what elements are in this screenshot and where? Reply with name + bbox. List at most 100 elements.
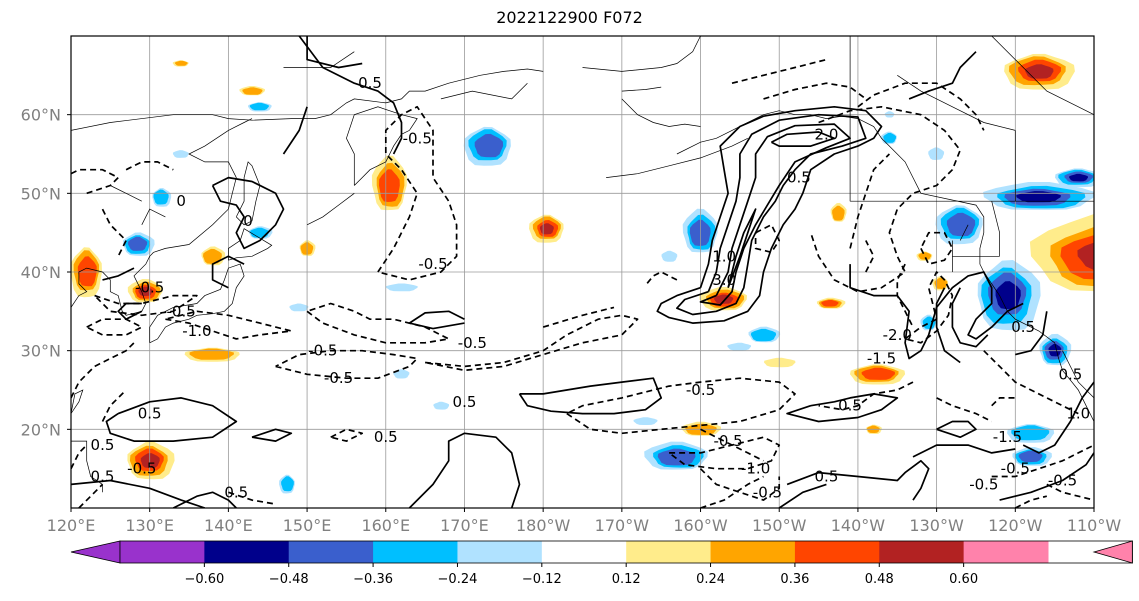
anomaly-cold-34-1	[883, 132, 896, 143]
contour-negative-15	[101, 389, 127, 422]
contour-positive-10	[251, 428, 293, 442]
contour-positive-11	[71, 479, 206, 508]
colorbar-segment-4	[457, 541, 543, 563]
latitude-axis: 20°N 30°N 40°N 50°N 60°N	[21, 106, 71, 439]
contour-label-32: 0.5	[1011, 318, 1035, 336]
contour-negative-12	[125, 161, 174, 171]
coastline-1	[346, 106, 418, 186]
y-tick-label-2: 40°N	[21, 263, 61, 282]
contour-label-26: -1.5	[993, 428, 1022, 446]
anomaly-cold-36-3	[1069, 173, 1088, 182]
colorbar-segment-8	[794, 541, 880, 563]
coastline-8	[71, 440, 103, 493]
anomaly-warm-7-1	[203, 248, 222, 264]
anomaly-warm-14-3	[1025, 64, 1054, 79]
anomaly-warm-11-2	[861, 367, 895, 380]
x-tick-label-1: 130°E	[125, 516, 174, 535]
coastline-19	[897, 75, 1016, 131]
colorbar-label-4: −0.12	[522, 572, 562, 587]
contour-negative-31	[818, 381, 914, 411]
coastline-27	[110, 185, 142, 202]
contour-positive-6	[951, 287, 989, 348]
coastline-12	[1062, 350, 1094, 399]
coastline-24	[959, 224, 969, 241]
colorbar-segment-0	[120, 541, 205, 563]
contour-negative-17	[78, 483, 104, 508]
coastline-26	[141, 208, 166, 225]
contour-negative-28	[936, 397, 993, 423]
contour-label-30: 1.0	[1066, 405, 1090, 423]
anomaly-warm-13-1	[832, 205, 845, 221]
contour-label-8: -0.5	[324, 369, 353, 387]
colorbar-min-arrow	[70, 540, 121, 564]
colorbar-label-8: 0.48	[865, 572, 894, 587]
coastline-13	[582, 36, 701, 72]
y-tick-label-4: 60°N	[21, 106, 61, 125]
x-tick-label-13: 110°W	[1067, 516, 1122, 535]
x-tick-label-5: 170°E	[440, 516, 489, 535]
contour-label-14: 0.5	[838, 397, 862, 415]
contour-negative-34	[865, 240, 875, 273]
contour-negative-27	[991, 397, 1016, 407]
contour-label-12: 0.5	[138, 405, 162, 423]
contour-positive-12	[172, 491, 237, 508]
colorbar-segment-3	[373, 541, 458, 563]
anomaly-cold-49-0	[289, 303, 309, 312]
anomaly-warm-1-3	[140, 453, 160, 469]
contour-label-25: -1.5	[867, 350, 896, 368]
colorbar-segment-6	[626, 541, 712, 563]
contour-positive-14	[518, 377, 663, 415]
contour-negative-36	[849, 153, 891, 249]
x-tick-label-7: 170°W	[595, 516, 650, 535]
colorbar-label-7: 0.36	[780, 572, 809, 587]
coastline-2	[235, 161, 261, 226]
x-tick-label-11: 130°W	[909, 516, 964, 535]
contour-positive-2	[699, 123, 851, 306]
contour-negative-3	[424, 314, 639, 372]
colorbar-label-9: 0.60	[949, 572, 978, 587]
shaded-anomaly-fields	[71, 53, 1094, 494]
x-tick-label-0: 120°E	[47, 516, 96, 535]
contour-negative-29	[991, 444, 1094, 478]
colorbar-label-2: −0.36	[353, 572, 393, 587]
coastline-14	[621, 86, 662, 92]
colorbar-label-6: 0.24	[696, 572, 725, 587]
contour-negative-33	[700, 428, 764, 462]
anomaly-warm-21-1	[918, 252, 932, 260]
contour-label-23: 0	[176, 192, 186, 210]
colorbar-segment-10	[963, 541, 1049, 563]
contour-positive-0	[656, 105, 883, 324]
coastline-21	[991, 201, 1000, 257]
x-tick-label-12: 120°W	[988, 516, 1043, 535]
contour-positive-21	[211, 176, 285, 250]
contour-negative-9	[165, 310, 293, 340]
graticule	[71, 36, 1094, 508]
coastline-28	[283, 51, 355, 68]
y-tick-label-1: 30°N	[21, 342, 61, 361]
contour-positive-20	[999, 452, 1094, 501]
anomaly-cold-22-3	[1016, 191, 1061, 203]
contour-negative-1	[306, 302, 450, 344]
colorbar-max-arrow	[1092, 540, 1133, 564]
contour-negative-6	[668, 436, 781, 470]
coastline-7	[71, 389, 84, 414]
contour-label-28: -0.5	[969, 475, 998, 493]
anomaly-warm-18-1	[174, 60, 188, 66]
contour-negative-21	[809, 105, 962, 293]
anomaly-warm-8-1	[189, 348, 234, 360]
contour-positive-5	[849, 264, 1024, 360]
contour-positive-26	[117, 302, 143, 321]
contour-positive-3	[727, 208, 757, 288]
contour-negative-25	[896, 263, 914, 328]
contour-labels: 2.03.01.00.5-0.5-0.5-0.5-0.5-0.5-0.50.50…	[91, 74, 1091, 501]
anomaly-cold-41-0	[385, 283, 418, 292]
contour-lines	[71, 36, 1094, 508]
contour-negative-24	[904, 271, 954, 344]
colorbar-segment-2	[288, 541, 374, 563]
contour-label-9: -0.5	[686, 381, 715, 399]
anomaly-cold-26-2	[128, 236, 148, 251]
contour-positive-9	[105, 397, 238, 442]
anomaly-cold-32-1	[750, 328, 777, 342]
contour-negative-30	[1046, 483, 1094, 501]
